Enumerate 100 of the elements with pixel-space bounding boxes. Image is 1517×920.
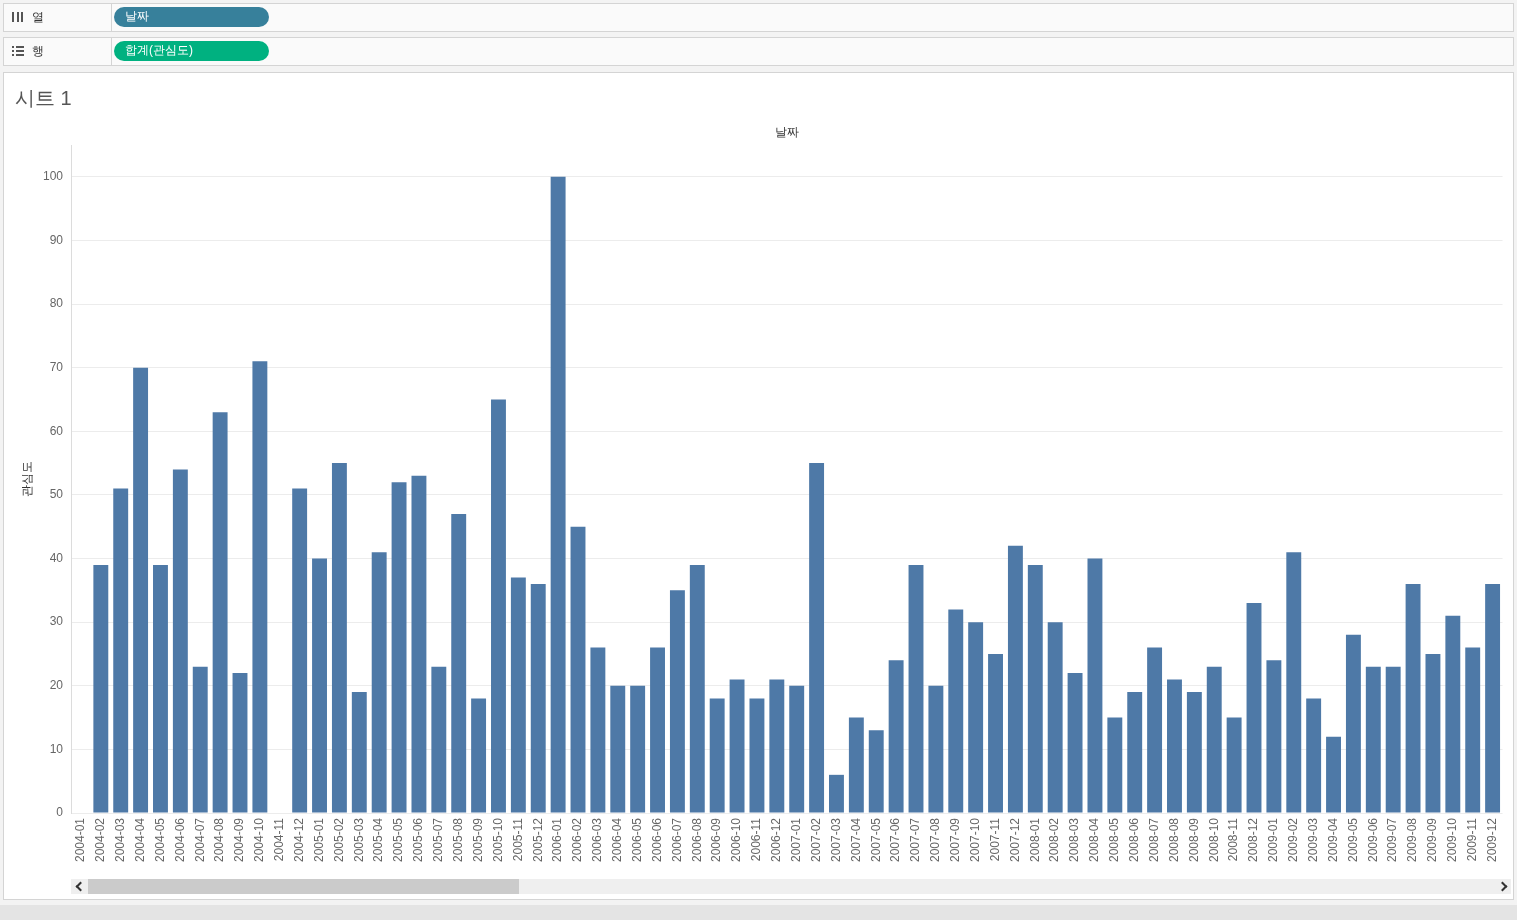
x-tick-label: 2008-02 [1047,817,1062,863]
bar [331,463,347,813]
x-tick-label: 2007-12 [1007,817,1022,863]
bar [510,577,526,813]
bar [550,176,566,813]
bar [570,526,586,813]
bar [908,564,924,813]
bar [709,698,725,813]
bar [689,564,705,813]
x-tick-label: 2004-12 [291,817,306,863]
bar [1286,552,1302,813]
bar [669,590,685,813]
bar [93,564,109,813]
bar [1206,666,1222,813]
text: 합계(관심도) [125,43,193,58]
x-tick-label: 2009-02 [1286,817,1301,863]
y-tick-label: 60 [49,423,64,438]
text: 행 [32,44,44,59]
x-tick-label: 2006-02 [570,817,585,863]
bar [351,692,367,813]
chart-title: 시트 1 [15,86,72,110]
x-tick-label: 2009-03 [1305,817,1320,863]
bar [1266,660,1282,813]
bar [431,666,447,813]
y-tick-label: 40 [49,550,64,565]
bar [491,399,506,813]
bar [153,564,168,813]
bar [848,717,864,813]
bar [252,361,268,813]
x-tick-label: 2008-06 [1127,817,1142,863]
bar [1385,666,1401,813]
bar [650,647,665,813]
y-tick-label: 30 [49,614,64,629]
bar [312,558,327,813]
bar [1167,679,1182,813]
y-tick-label: 20 [49,678,64,693]
x-tick-label: 2009-05 [1345,817,1360,863]
x-tick-label: 2005-01 [311,817,326,863]
x-tick-label: 2007-11 [987,817,1002,862]
bar [1226,717,1242,813]
bar [1326,736,1341,813]
x-tick-label: 2007-01 [789,817,804,863]
x-tick-label: 2007-03 [828,817,843,863]
bar [1007,545,1023,813]
y-tick-label: 80 [49,296,64,311]
x-tick-label: 2005-11 [510,817,525,862]
x-tick-label: 2005-06 [411,817,426,863]
x-tick-label: 2004-11 [272,817,287,862]
bar [769,679,785,813]
bar [1405,583,1421,813]
x-tick-label: 2007-08 [928,817,943,863]
bar [292,488,308,813]
bar [749,698,765,813]
y-tick-label: 10 [49,741,64,756]
x-tick-label: 2007-06 [888,817,903,863]
bar [530,583,546,813]
x-tick-label: 2004-02 [93,817,108,863]
bar [968,622,984,813]
bar [391,482,407,813]
x-tick-label: 2005-04 [371,817,386,863]
y-tick-label: 100 [42,169,64,184]
bar [1107,717,1123,813]
bar [1147,647,1163,813]
y-tick-label: 0 [56,805,64,820]
x-tick-label: 2006-08 [689,817,704,863]
x-tick-label: 2008-05 [1107,817,1122,863]
bar [212,412,228,813]
x-tick-label: 2006-11 [749,817,764,862]
bar [1445,615,1461,813]
x-tick-label: 2008-09 [1186,817,1201,863]
x-tick-label: 2004-04 [132,817,147,863]
bar [232,673,248,813]
x-tick-label: 2006-05 [629,817,644,863]
x-tick-label: 2004-07 [192,817,207,863]
x-tick-label: 2005-08 [451,817,466,863]
x-tick-label: 2006-10 [729,817,744,863]
y-tick-label: 90 [49,232,64,247]
x-tick-label: 2005-03 [351,817,366,863]
x-tick-label: 2007-04 [848,817,863,863]
bar [1127,692,1143,813]
x-tick-label: 2004-09 [232,817,247,863]
x-tick-label: 2008-12 [1246,817,1261,863]
bar [1246,603,1262,813]
x-tick-label: 2008-11 [1226,817,1241,862]
x-tick-label: 2007-07 [908,817,923,863]
x-tick-label: 2006-09 [709,817,724,863]
x-tick-label: 2006-04 [610,817,625,863]
bar [1306,698,1322,813]
bar [590,647,606,813]
x-tick-label: 2005-05 [391,817,406,863]
x-tick-label: 2004-06 [172,817,187,863]
y-tick-label: 70 [49,359,64,374]
bar [451,513,467,813]
x-tick-label: 2006-03 [590,817,605,863]
bar [1365,666,1381,813]
bar [1087,558,1103,813]
x-tick-label: 2007-09 [948,817,963,863]
bar [928,685,944,813]
bar [1345,634,1361,813]
x-tick-label: 2004-08 [212,817,227,863]
